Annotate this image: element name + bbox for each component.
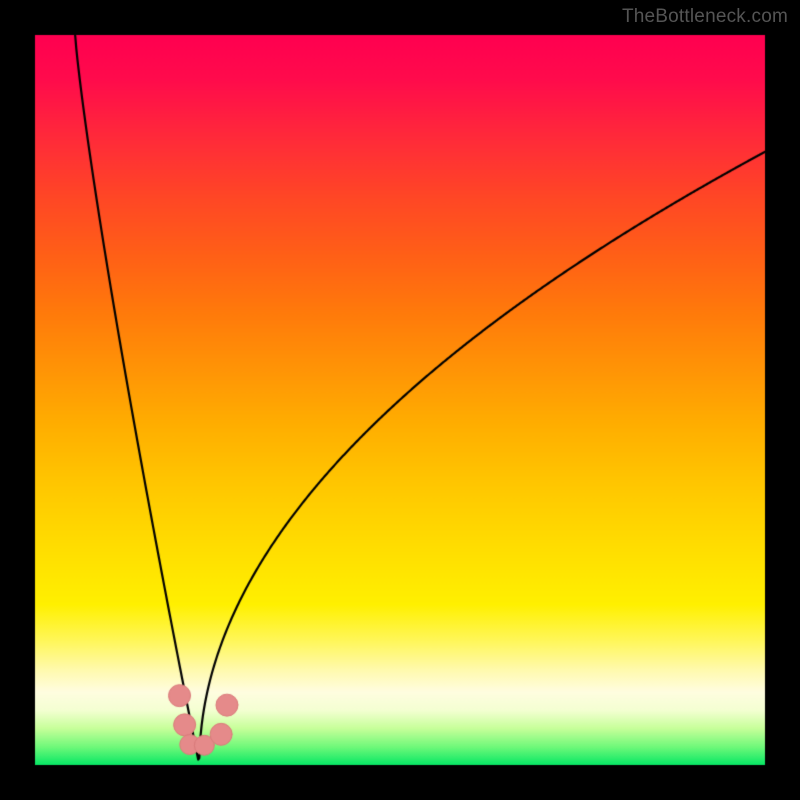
watermark-text: TheBottleneck.com	[622, 6, 788, 28]
chart-stage: TheBottleneck.com	[0, 0, 800, 800]
bottleneck-curve	[0, 0, 800, 800]
